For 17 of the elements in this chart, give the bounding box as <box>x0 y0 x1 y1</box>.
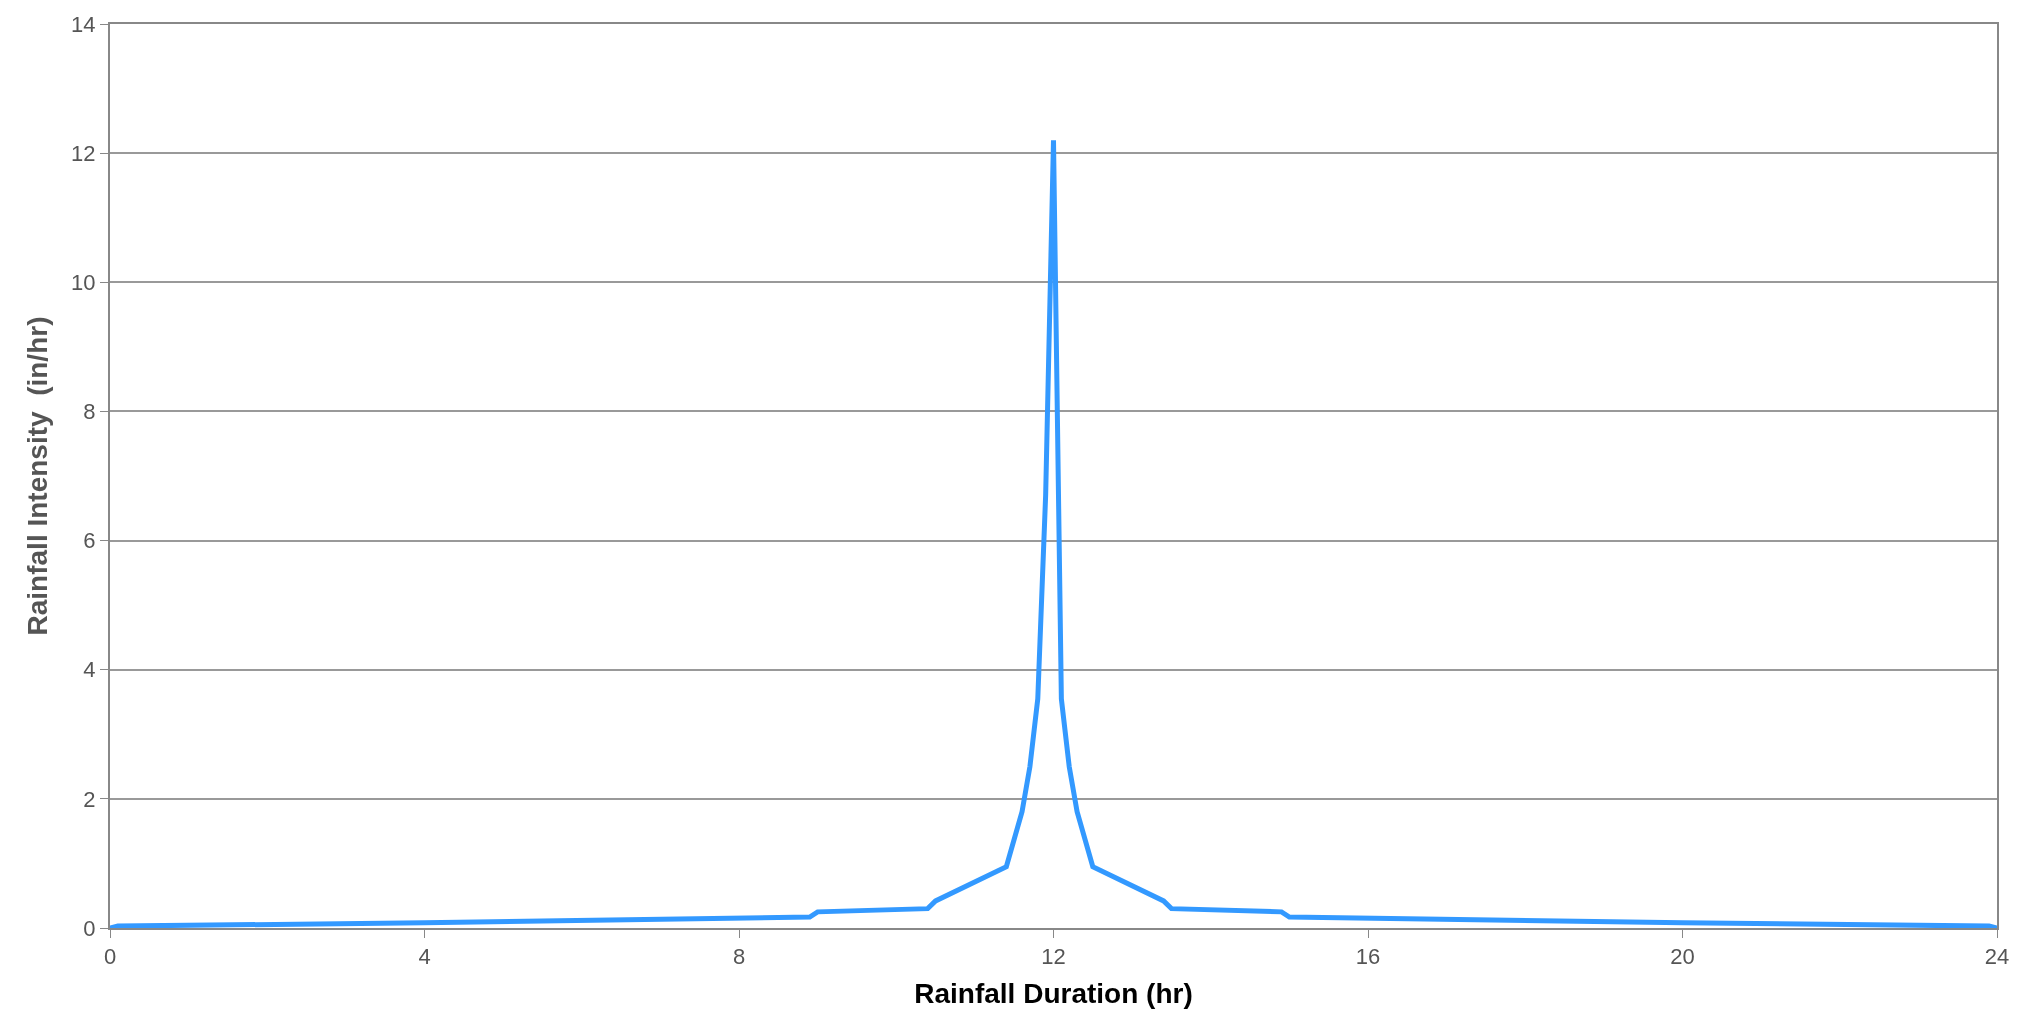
x-tick-label: 8 <box>732 944 746 970</box>
x-tick-label: 4 <box>418 944 431 970</box>
y-tick-label: 4 <box>83 657 96 683</box>
y-tick-label: 14 <box>71 11 96 37</box>
x-tick-label: 16 <box>1355 944 1381 970</box>
x-tick-label: 12 <box>1041 944 1066 970</box>
y-tick-label: 6 <box>83 528 96 554</box>
y-tick-label: 0 <box>83 915 96 941</box>
y-tick-label: 12 <box>71 140 96 166</box>
y-tick-label: 2 <box>83 786 96 812</box>
y-tick-label: 8 <box>83 399 96 425</box>
y-tick-label: 10 <box>71 269 96 295</box>
x-axis-title: Rainfall Duration (hr) <box>914 978 1193 1009</box>
x-tick-label: 20 <box>1670 944 1695 970</box>
x-tick-label: 0 <box>103 944 117 970</box>
x-tick-label: 24 <box>1984 944 2010 970</box>
y-axis-title: Rainfall Intensity (in/hr) <box>22 316 54 636</box>
